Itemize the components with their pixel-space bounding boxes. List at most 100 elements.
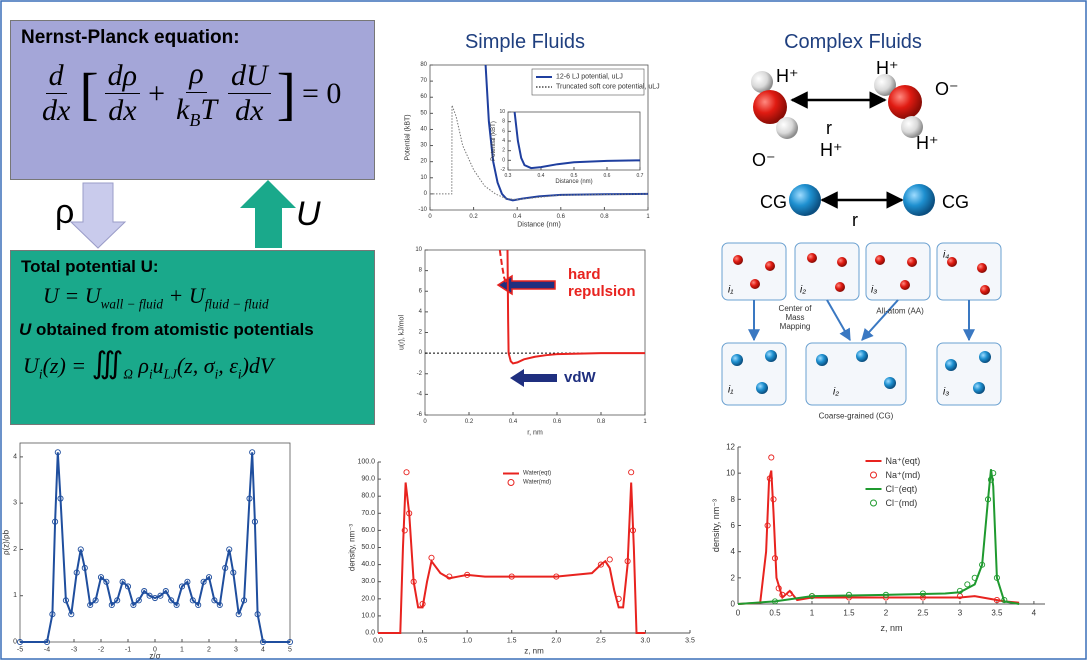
y-tick-label: 4 bbox=[502, 138, 505, 144]
x-tick-label: 0.4 bbox=[509, 419, 518, 425]
marker bbox=[508, 573, 515, 580]
marker bbox=[971, 574, 978, 581]
marker bbox=[882, 591, 890, 598]
marker bbox=[428, 554, 435, 561]
arrow bbox=[826, 299, 851, 342]
x-tick-label: 0.5 bbox=[571, 173, 578, 179]
annotation: vdW bbox=[564, 369, 596, 386]
cg-box bbox=[721, 342, 787, 406]
y-tick-label: 2 bbox=[502, 148, 505, 154]
x-tick-label: 0.6 bbox=[553, 419, 562, 425]
x-tick-label: 1.0 bbox=[462, 638, 472, 645]
x-tick-label: -4 bbox=[44, 647, 50, 654]
x-tick-label: 0.0 bbox=[373, 638, 383, 645]
series-line bbox=[506, 249, 645, 365]
eq-token: u bbox=[152, 353, 164, 379]
marker bbox=[97, 574, 105, 581]
eq-token: ρ bbox=[138, 353, 149, 379]
legend-swatch bbox=[870, 499, 877, 507]
potential-panel: Total potential U: U = Uwall − fluid + U… bbox=[10, 250, 375, 425]
mapping-label: All-atom (AA) bbox=[876, 307, 924, 316]
series-line bbox=[737, 469, 1020, 605]
y-tick-label: -6 bbox=[417, 412, 423, 418]
down-arrow bbox=[69, 182, 127, 249]
y-tick-label: 6 bbox=[502, 128, 505, 134]
y-tick-label: 10 bbox=[499, 109, 505, 115]
y-tick-label: -2 bbox=[501, 167, 506, 173]
marker bbox=[606, 556, 613, 563]
y-tick-label: 50.0 bbox=[361, 544, 375, 551]
group-label: i₄ bbox=[943, 250, 949, 261]
y-tick-label: 0 bbox=[731, 600, 736, 609]
eq-token: dx bbox=[42, 94, 71, 128]
x-tick-label: 2 bbox=[884, 609, 889, 618]
annotation: hard repulsion bbox=[568, 266, 636, 300]
x-tick-label: 0 bbox=[428, 214, 432, 220]
marker bbox=[629, 527, 636, 534]
ion-label: H⁺ bbox=[776, 66, 799, 86]
marker bbox=[1001, 597, 1008, 604]
x-tick-label: 0.6 bbox=[557, 214, 566, 220]
y-tick-label: 4 bbox=[13, 453, 17, 460]
mapping-arrows bbox=[748, 299, 975, 342]
x-tick-label: 3 bbox=[958, 609, 963, 618]
marker bbox=[254, 611, 261, 618]
ion-label: O⁻ bbox=[752, 150, 776, 170]
eq-token: + U bbox=[163, 283, 205, 308]
x-tick-label: 3.5 bbox=[991, 609, 1003, 618]
marker bbox=[73, 569, 80, 576]
marker bbox=[401, 527, 408, 534]
y-tick-label: 70 bbox=[420, 78, 427, 84]
y-tick-label: 8 bbox=[419, 268, 423, 274]
marker bbox=[205, 574, 213, 581]
equation: U = Uwall − fluid + Ufluid − fluid bbox=[11, 277, 374, 312]
x-tick-label: 3.0 bbox=[641, 638, 651, 645]
eq-token: d bbox=[45, 59, 67, 95]
cg-box bbox=[805, 342, 907, 406]
note-u: U bbox=[19, 320, 32, 340]
y-tick-label: 0 bbox=[502, 157, 505, 163]
marker bbox=[624, 558, 631, 565]
eq-token: ρ bbox=[186, 57, 207, 93]
chart: 0 0.2 0.4 0.6 0.8 1 -6 -4 -2 0 2 4 6 8 10 r, nm u(r), kJ… bbox=[399, 247, 648, 437]
legend-label: Cl⁻(eqt) bbox=[886, 484, 918, 494]
x-axis-label: z, nm bbox=[524, 647, 544, 656]
marker bbox=[771, 598, 779, 605]
y-tick-label: 0.0 bbox=[365, 630, 375, 637]
eq-token: T bbox=[200, 92, 217, 126]
y-tick-label: 8 bbox=[502, 119, 505, 125]
group-label: i₃ bbox=[871, 285, 877, 296]
group-label: i₁ bbox=[728, 385, 733, 396]
marker bbox=[615, 595, 622, 602]
x-axis-label: z, nm bbox=[880, 623, 902, 633]
x-axis-label: Distance (nm) bbox=[555, 179, 592, 185]
marker bbox=[993, 574, 1000, 581]
x-tick-label: 0.2 bbox=[469, 214, 478, 220]
marker bbox=[993, 597, 1000, 604]
y-tick-label: 6 bbox=[731, 521, 736, 530]
legend-label: Na⁺(eqt) bbox=[886, 456, 921, 466]
y-tick-label: 10 bbox=[420, 175, 427, 181]
x-tick-label: 2.5 bbox=[917, 609, 929, 618]
x-tick-label: -1 bbox=[125, 647, 131, 654]
marker bbox=[87, 601, 94, 609]
x-tick-label: 0 bbox=[736, 609, 741, 618]
eq-token: k bbox=[175, 92, 190, 126]
panel-title: Total potential U: bbox=[21, 257, 159, 276]
marker bbox=[446, 573, 453, 580]
x-tick-label: -2 bbox=[98, 647, 104, 654]
arrow bbox=[861, 299, 899, 341]
marker bbox=[771, 555, 779, 562]
series-line bbox=[498, 249, 508, 284]
oxygen bbox=[888, 85, 922, 119]
eq-token: i bbox=[214, 366, 219, 382]
y-tick-label: 10 bbox=[726, 469, 735, 478]
up-arrow bbox=[240, 180, 296, 248]
chart: 0.3 0.4 0.5 0.6 0.7 -2 0 2 4 6 8 10 Distance (nm) Pot… bbox=[491, 109, 644, 185]
marker bbox=[226, 546, 233, 553]
marker bbox=[845, 591, 853, 598]
eq-token: ∭ bbox=[91, 347, 124, 381]
marker bbox=[157, 592, 164, 599]
cg-bead bbox=[789, 184, 821, 216]
y-tick-label: 20.0 bbox=[361, 595, 375, 602]
